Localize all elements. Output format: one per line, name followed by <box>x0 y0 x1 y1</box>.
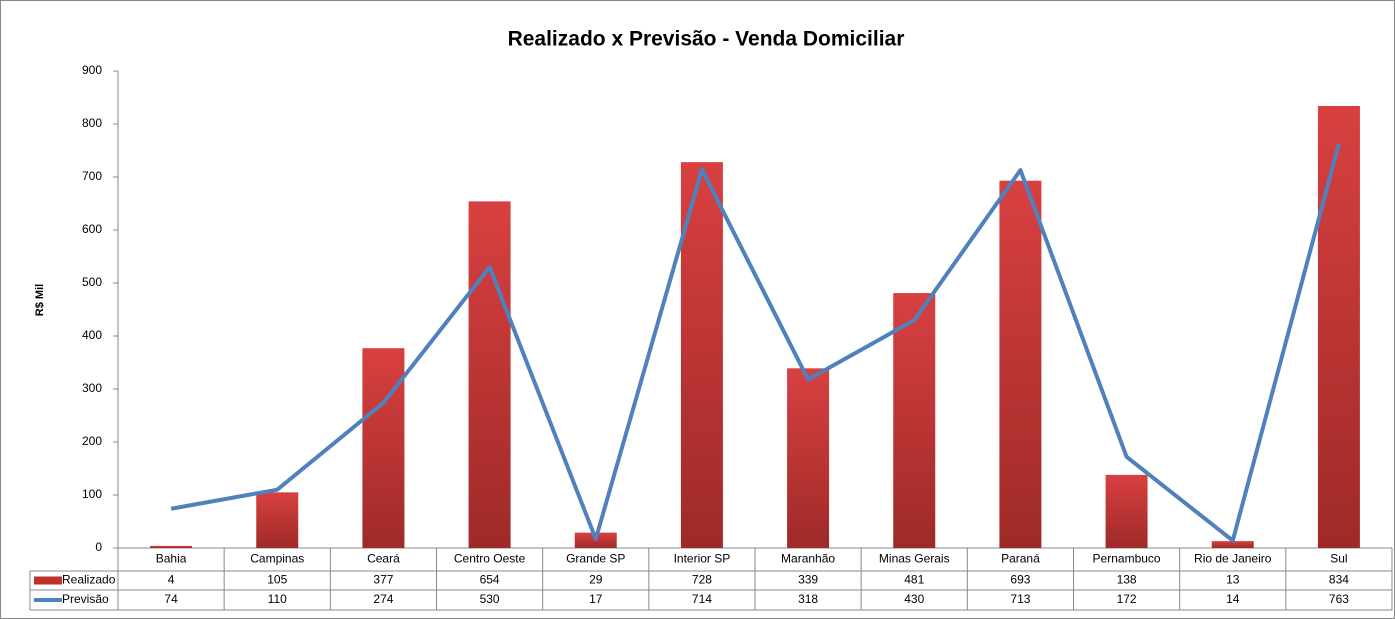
y-tick-label: 500 <box>82 275 102 289</box>
legend-label: Realizado <box>62 573 116 587</box>
chart-title: Realizado x Previsão - Venda Domiciliar <box>508 28 905 51</box>
table-value: 14 <box>1226 592 1240 606</box>
bar <box>468 201 511 548</box>
bar <box>893 293 936 548</box>
y-tick-label: 400 <box>82 328 102 342</box>
x-tick-label: Ceará <box>367 552 400 566</box>
bar <box>1105 474 1148 548</box>
bar <box>999 180 1042 548</box>
y-tick-label: 800 <box>82 116 102 130</box>
legend-label: Previsão <box>62 592 109 606</box>
x-tick-label: Minas Gerais <box>879 552 950 566</box>
table-value: 728 <box>692 573 712 587</box>
bar <box>150 545 193 548</box>
table-value: 29 <box>589 573 603 587</box>
x-tick-label: Rio de Janeiro <box>1194 552 1272 566</box>
table-value: 13 <box>1226 573 1240 587</box>
table-value: 339 <box>798 573 818 587</box>
table-value: 713 <box>1010 592 1030 606</box>
y-tick-label: 0 <box>95 540 102 554</box>
table-value: 377 <box>373 573 393 587</box>
bar <box>1211 541 1254 548</box>
table-value: 763 <box>1329 592 1349 606</box>
x-tick-label: Paraná <box>1001 552 1040 566</box>
y-tick-label: 900 <box>82 63 102 77</box>
x-tick-label: Pernambuco <box>1093 552 1161 566</box>
table-value: 138 <box>1117 573 1137 587</box>
table-value: 4 <box>168 573 175 587</box>
x-tick-label: Campinas <box>250 552 304 566</box>
table-value: 693 <box>1010 573 1030 587</box>
line <box>170 143 1341 543</box>
table-value: 274 <box>373 592 393 606</box>
x-tick-label: Centro Oeste <box>454 552 526 566</box>
bar <box>680 162 723 548</box>
table-value: 530 <box>480 592 500 606</box>
table-value: 430 <box>904 592 924 606</box>
legend-key <box>34 576 62 585</box>
y-axis-label: R$ Mil <box>34 284 46 316</box>
table-value: 318 <box>798 592 818 606</box>
bar <box>1317 105 1360 548</box>
table-value: 654 <box>480 573 500 587</box>
x-tick-label: Bahia <box>156 552 187 566</box>
x-tick-label: Interior SP <box>674 552 731 566</box>
table-value: 834 <box>1329 573 1349 587</box>
x-tick-label: Maranhão <box>781 552 835 566</box>
y-tick-label: 600 <box>82 222 102 236</box>
table-value: 17 <box>589 592 603 606</box>
y-tick-label: 700 <box>82 169 102 183</box>
table-value: 105 <box>267 573 287 587</box>
bar <box>256 492 299 548</box>
x-tick-label: Sul <box>1330 552 1347 566</box>
x-tick-label: Grande SP <box>566 552 625 566</box>
y-tick-label: 100 <box>82 487 102 501</box>
y-tick-label: 200 <box>82 434 102 448</box>
y-tick-label: 300 <box>82 381 102 395</box>
table-value: 481 <box>904 573 924 587</box>
table-value: 172 <box>1117 592 1137 606</box>
bar <box>362 348 405 548</box>
table-value: 74 <box>164 592 178 606</box>
table-value: 110 <box>268 592 287 606</box>
bar <box>787 368 830 548</box>
table-value: 714 <box>692 592 712 606</box>
